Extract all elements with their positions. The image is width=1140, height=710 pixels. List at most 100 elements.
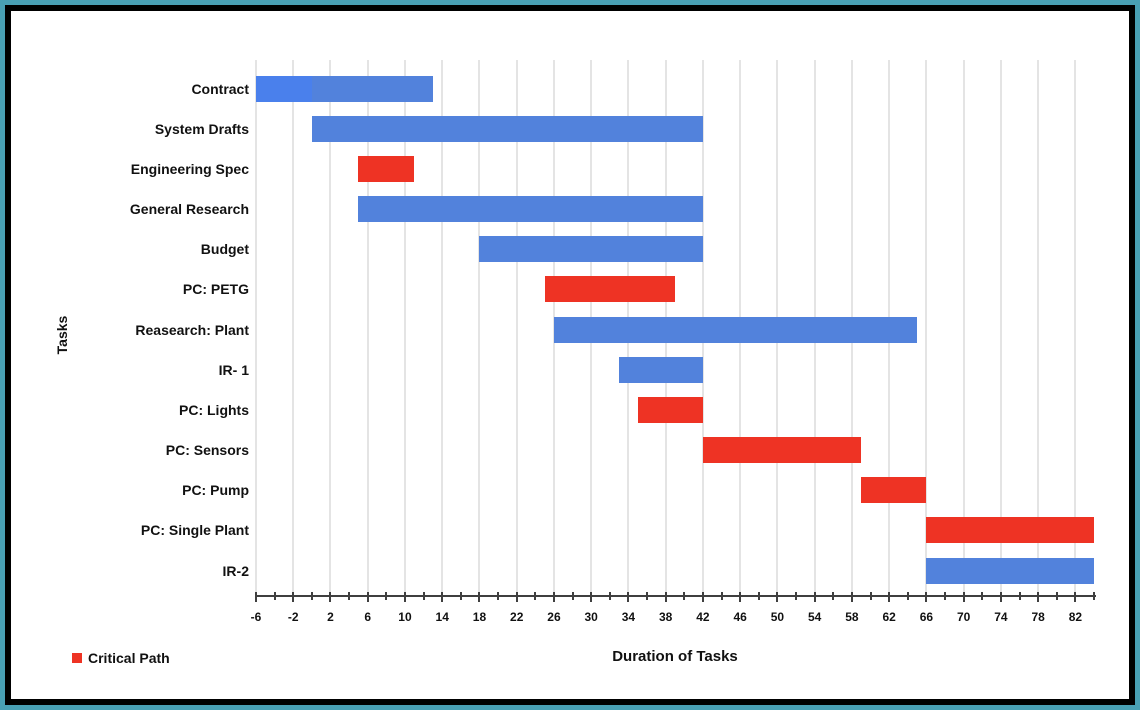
gridline bbox=[441, 60, 444, 595]
x-axis-tick-label: 10 bbox=[398, 610, 412, 624]
task-label-pc-single-plant: PC: Single Plant bbox=[140, 522, 249, 539]
task-label-system-drafts: System Drafts bbox=[154, 120, 249, 137]
x-axis-tick-label: 14 bbox=[435, 610, 449, 624]
x-axis-major-tick bbox=[478, 592, 481, 602]
x-axis-major-tick bbox=[403, 592, 406, 602]
x-axis-tick-label: 70 bbox=[956, 610, 971, 624]
x-axis-line bbox=[256, 595, 1096, 597]
x-axis-minor-tick bbox=[795, 592, 798, 600]
x-axis-minor-tick bbox=[608, 592, 611, 600]
x-axis-minor-tick bbox=[273, 592, 276, 600]
gantt-bar-system-drafts bbox=[311, 115, 703, 142]
gantt-bar-general-research bbox=[358, 196, 703, 222]
x-axis-tick-label: 22 bbox=[510, 610, 524, 624]
task-label-pc-lights: PC: Lights bbox=[179, 401, 249, 418]
gantt-bar-contract bbox=[311, 75, 433, 102]
x-axis-tick-label: 38 bbox=[659, 610, 673, 624]
task-label-pc-petg: PC: PETG bbox=[182, 281, 249, 298]
task-label-ir-1: IR- 1 bbox=[218, 361, 249, 378]
gridline bbox=[255, 60, 257, 595]
x-axis-minor-tick bbox=[869, 592, 872, 600]
x-axis-tick-label: 58 bbox=[845, 610, 859, 624]
chart-outer-border: Tasks Critical Path Duration of Tasks Co… bbox=[5, 5, 1135, 705]
task-label-contract: Contract bbox=[191, 80, 249, 97]
x-axis-major-tick bbox=[776, 592, 779, 602]
gridline bbox=[403, 60, 406, 595]
gantt-bar-budget bbox=[479, 236, 703, 263]
x-axis-major-tick bbox=[925, 592, 928, 602]
gantt-bar-reasearch-plant bbox=[553, 316, 918, 343]
gridline bbox=[292, 60, 295, 595]
task-label-general-research: General Research bbox=[129, 201, 249, 217]
gantt-bar-pc-pump bbox=[861, 477, 927, 504]
x-axis-major-tick bbox=[515, 592, 518, 602]
x-axis-tick-label: 74 bbox=[994, 610, 1008, 624]
x-axis-major-tick bbox=[739, 592, 742, 602]
gantt-bar-pc-sensors bbox=[702, 437, 862, 463]
x-axis-minor-tick bbox=[1093, 592, 1095, 600]
gridline bbox=[999, 60, 1002, 595]
x-axis-minor-tick bbox=[348, 592, 351, 600]
x-axis-tick-label: 6 bbox=[364, 610, 372, 624]
x-axis-major-tick bbox=[999, 592, 1002, 602]
x-axis-major-tick bbox=[441, 592, 444, 602]
task-label-ir-2: IR-2 bbox=[222, 562, 249, 579]
x-axis-minor-tick bbox=[906, 592, 909, 600]
x-axis-tick-label: 66 bbox=[919, 610, 934, 624]
x-axis-tick-label: 34 bbox=[621, 610, 636, 624]
x-axis-tick-label: 18 bbox=[472, 610, 487, 624]
x-axis-tick-label: 78 bbox=[1031, 610, 1045, 624]
gridline bbox=[515, 60, 518, 595]
x-axis-minor-tick bbox=[757, 592, 760, 600]
x-axis-minor-tick bbox=[422, 592, 425, 600]
x-axis-minor-tick bbox=[832, 592, 835, 600]
x-axis-minor-tick bbox=[683, 592, 686, 600]
gantt-bar-contract bbox=[256, 75, 312, 102]
x-axis-tick-label: -2 bbox=[287, 610, 299, 624]
gantt-bar-pc-single-plant bbox=[926, 517, 1094, 544]
gantt-bar-ir-2 bbox=[926, 557, 1094, 584]
task-label-pc-sensors: PC: Sensors bbox=[165, 442, 249, 458]
x-axis-major-tick bbox=[590, 592, 593, 602]
x-axis-tick-label: 46 bbox=[733, 610, 747, 624]
gantt-bar-pc-lights bbox=[637, 396, 703, 423]
x-axis-major-tick bbox=[1074, 592, 1077, 602]
gantt-bar-ir-1 bbox=[619, 356, 703, 383]
x-axis-tick-label: 42 bbox=[696, 610, 710, 624]
x-axis-major-tick bbox=[329, 592, 332, 602]
legend-swatch-critical-path bbox=[72, 653, 82, 663]
gridline bbox=[962, 60, 965, 595]
x-axis-tick-label: 2 bbox=[327, 610, 334, 624]
task-label-reasearch-plant: Reasearch: Plant bbox=[135, 321, 249, 338]
x-axis-minor-tick bbox=[534, 592, 537, 600]
x-axis-major-tick bbox=[701, 592, 704, 602]
x-axis-minor-tick bbox=[646, 592, 649, 600]
x-axis-title: Duration of Tasks bbox=[612, 648, 738, 665]
gantt-bar-engineering-spec bbox=[358, 155, 415, 182]
x-axis-tick-label: 82 bbox=[1068, 610, 1083, 624]
x-axis-major-tick bbox=[1037, 592, 1040, 602]
gridline bbox=[329, 60, 332, 595]
x-axis-major-tick bbox=[366, 592, 369, 602]
x-axis-minor-tick bbox=[720, 592, 723, 600]
x-axis-minor-tick bbox=[459, 592, 462, 600]
task-label-engineering-spec: Engineering Spec bbox=[130, 160, 249, 177]
gridline bbox=[1074, 60, 1077, 595]
task-label-pc-pump: PC: Pump bbox=[182, 482, 249, 499]
legend-label-critical-path: Critical Path bbox=[88, 650, 170, 666]
x-axis-minor-tick bbox=[385, 592, 388, 600]
gridline bbox=[925, 60, 928, 595]
x-axis-minor-tick bbox=[981, 592, 984, 600]
x-axis-minor-tick bbox=[571, 592, 574, 600]
x-axis-major-tick bbox=[664, 592, 667, 602]
x-axis-minor-tick bbox=[1018, 592, 1021, 600]
x-axis-minor-tick bbox=[944, 592, 947, 600]
gridline bbox=[478, 60, 481, 595]
gridline bbox=[1037, 60, 1040, 595]
x-axis-major-tick bbox=[627, 592, 630, 602]
x-axis-tick-label: 50 bbox=[770, 610, 785, 624]
gantt-bar-pc-petg bbox=[544, 276, 675, 303]
x-axis-minor-tick bbox=[497, 592, 500, 600]
x-axis-tick-label: 54 bbox=[807, 610, 822, 624]
